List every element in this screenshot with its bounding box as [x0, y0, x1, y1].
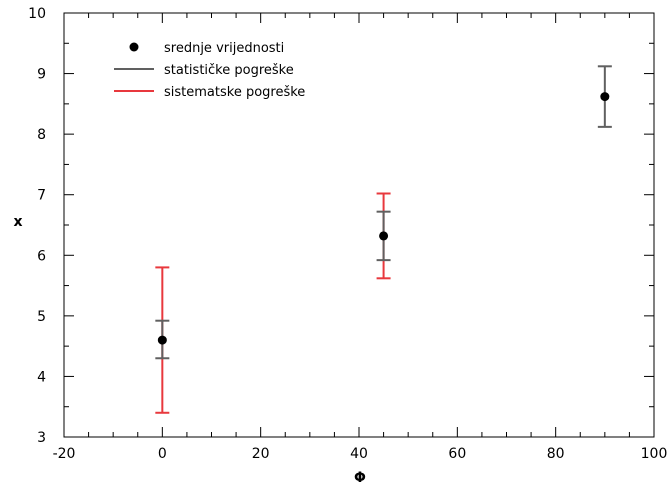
x-tick-label: 80: [547, 446, 565, 462]
legend-label: statističke pogreške: [164, 63, 294, 78]
y-tick-label: 9: [37, 67, 46, 83]
x-tick-label: 60: [448, 446, 466, 462]
x-tick-label: -20: [53, 446, 76, 462]
y-tick-label: 5: [37, 309, 46, 325]
x-tick-label: 40: [350, 446, 368, 462]
legend-label: srednje vrijednosti: [164, 41, 284, 56]
x-tick-label: 20: [252, 446, 270, 462]
data-point: [157, 335, 167, 345]
y-tick-label: 4: [37, 369, 46, 385]
y-tick-label: 6: [37, 248, 46, 264]
data-point: [600, 92, 610, 102]
plot-frame: [63, 12, 655, 438]
y-axis-title: x: [13, 214, 22, 230]
data-point: [379, 231, 389, 241]
x-axis-title: Φ: [354, 470, 366, 486]
y-tick-label: 3: [37, 430, 46, 446]
legend-label: sistematske pogreške: [164, 85, 305, 100]
y-tick-label: 7: [37, 188, 46, 204]
y-tick-label: 8: [37, 127, 46, 143]
y-tick-label: 10: [28, 6, 46, 22]
x-tick-label: 100: [641, 446, 668, 462]
x-tick-label: 0: [158, 446, 167, 462]
legend-marker: [129, 42, 139, 52]
